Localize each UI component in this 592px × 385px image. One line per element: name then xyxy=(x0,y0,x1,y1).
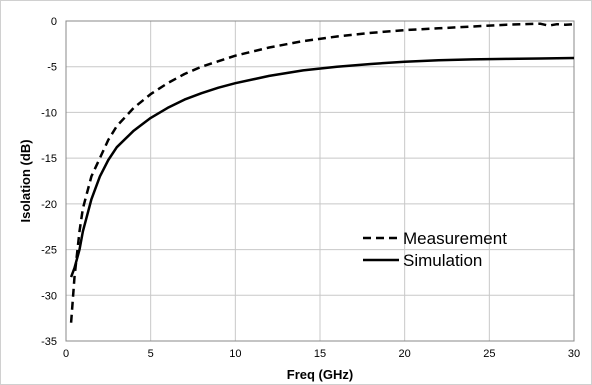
y-axis-title: Isolation (dB) xyxy=(18,139,33,222)
series-lines xyxy=(69,22,575,323)
legend-label-simulation: Simulation xyxy=(403,251,482,270)
y-tick-label: -5 xyxy=(47,62,57,74)
plot-area xyxy=(65,20,575,342)
series-line-simulation xyxy=(69,56,575,278)
y-tick-label: -10 xyxy=(41,107,57,119)
x-tick-label: 20 xyxy=(399,348,411,360)
x-tick-label: 15 xyxy=(314,348,326,360)
x-tick-label: 0 xyxy=(63,348,69,360)
x-tick-label: 30 xyxy=(568,348,580,360)
series-line-measurement xyxy=(69,22,575,323)
x-tick-label: 10 xyxy=(229,348,241,360)
y-tick-label: 0 xyxy=(51,16,57,28)
legend: Measurement Simulation xyxy=(363,229,507,270)
x-tick-label: 5 xyxy=(148,348,154,360)
x-tick-label: 25 xyxy=(483,348,495,360)
y-tick-label: -30 xyxy=(41,290,57,302)
legend-label-measurement: Measurement xyxy=(403,229,507,248)
tick-labels: 0 5 10 15 20 25 30 0 -5 -10 -15 -20 -25 -30 -35 xyxy=(41,16,580,360)
y-tick-label: -35 xyxy=(41,336,57,348)
y-tick-label: -20 xyxy=(41,199,57,211)
y-tick-label: -25 xyxy=(41,245,57,257)
y-tick-label: -15 xyxy=(41,153,57,165)
grid-lines xyxy=(65,20,575,342)
x-axis-title: Freq (GHz) xyxy=(287,367,353,382)
